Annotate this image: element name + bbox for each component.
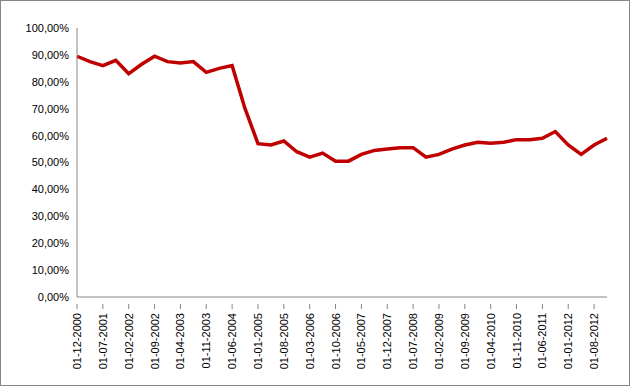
svg-text:01-02-2009: 01-02-2009 (433, 313, 445, 369)
svg-text:30,00%: 30,00% (32, 210, 70, 222)
svg-text:01-10-2006: 01-10-2006 (330, 313, 342, 369)
svg-text:50,00%: 50,00% (32, 156, 70, 168)
svg-text:20,00%: 20,00% (32, 237, 70, 249)
svg-text:01-12-2007: 01-12-2007 (381, 313, 393, 369)
svg-text:40,00%: 40,00% (32, 183, 70, 195)
svg-text:01-06-2011: 01-06-2011 (536, 313, 548, 368)
svg-text:80,00%: 80,00% (32, 76, 70, 88)
svg-text:100,00%: 100,00% (26, 22, 70, 34)
svg-text:01-08-2012: 01-08-2012 (588, 313, 600, 369)
svg-text:01-07-2008: 01-07-2008 (407, 313, 419, 369)
svg-text:01-08-2005: 01-08-2005 (278, 313, 290, 369)
svg-text:01-12-2000: 01-12-2000 (71, 313, 83, 369)
svg-text:01-04-2010: 01-04-2010 (485, 313, 497, 369)
svg-text:01-06-2004: 01-06-2004 (226, 313, 238, 369)
svg-text:70,00%: 70,00% (32, 103, 70, 115)
svg-text:01-01-2005: 01-01-2005 (252, 313, 264, 369)
svg-text:01-05-2007: 01-05-2007 (355, 313, 367, 369)
svg-text:01-09-2009: 01-09-2009 (459, 313, 471, 369)
svg-text:90,00%: 90,00% (32, 49, 70, 61)
svg-text:01-01-2012: 01-01-2012 (562, 313, 574, 369)
svg-text:01-11-2003: 01-11-2003 (200, 313, 212, 368)
svg-text:01-03-2006: 01-03-2006 (304, 313, 316, 369)
svg-text:01-09-2002: 01-09-2002 (149, 313, 161, 369)
svg-text:60,00%: 60,00% (32, 130, 70, 142)
svg-text:10,00%: 10,00% (32, 264, 70, 276)
svg-text:01-02-2002: 01-02-2002 (123, 313, 135, 369)
svg-text:01-11-2010: 01-11-2010 (511, 313, 523, 368)
svg-text:0,00%: 0,00% (38, 291, 69, 303)
svg-text:01-04-2003: 01-04-2003 (174, 313, 186, 369)
svg-text:01-07-2001: 01-07-2001 (97, 313, 109, 369)
